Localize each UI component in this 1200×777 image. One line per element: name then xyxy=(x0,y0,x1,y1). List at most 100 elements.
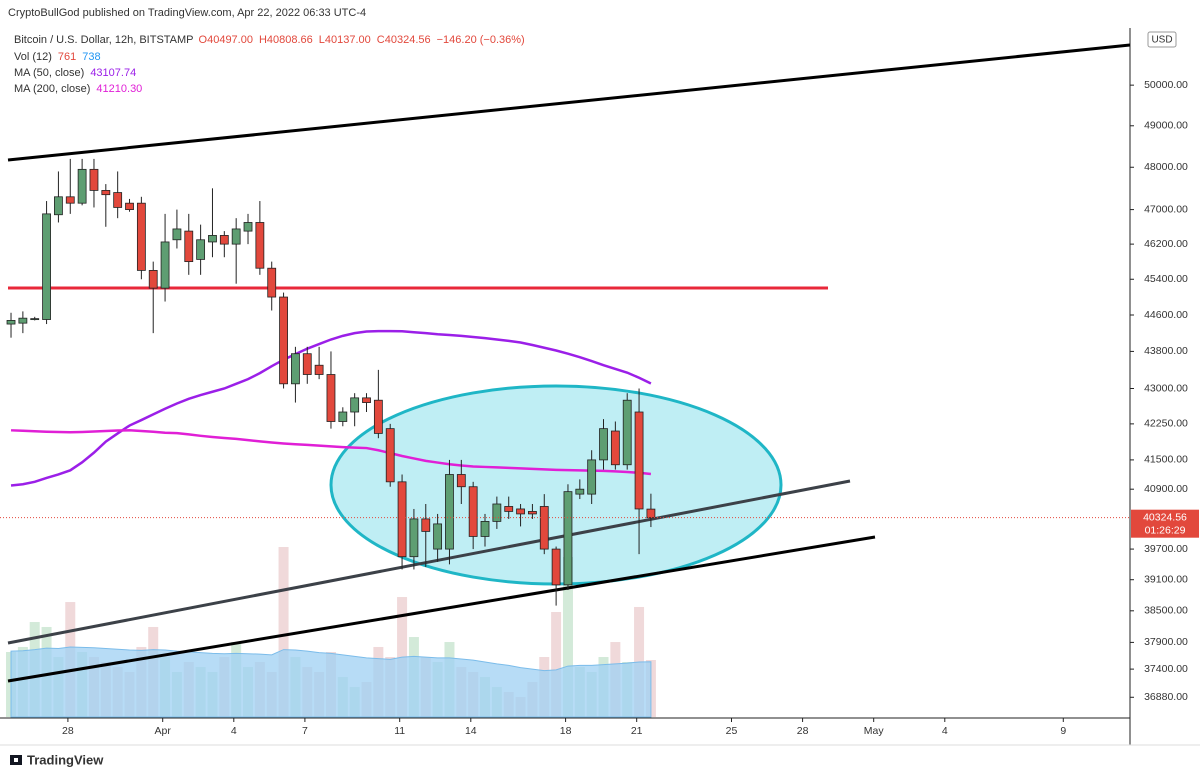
y-tick-label: 45400.00 xyxy=(1144,273,1188,285)
candle-body xyxy=(480,521,490,537)
y-tick-label: 49000.00 xyxy=(1144,120,1188,132)
candle-body xyxy=(42,213,51,320)
candle-body xyxy=(136,202,146,271)
candle-body xyxy=(160,241,170,289)
indicator-value: 761 xyxy=(58,51,76,63)
ma-line xyxy=(10,429,652,476)
candle-body xyxy=(279,296,288,385)
candle-body xyxy=(373,399,383,434)
candle-body xyxy=(30,318,40,321)
candle-body xyxy=(350,397,360,413)
candle-body xyxy=(421,518,431,532)
candle-body xyxy=(385,428,395,483)
candle-body xyxy=(219,235,229,245)
candle-body xyxy=(397,481,407,558)
y-tick-label: 48000.00 xyxy=(1144,161,1188,173)
candle-body xyxy=(563,491,573,586)
candle-body xyxy=(456,474,466,488)
x-tick-label: 25 xyxy=(726,725,738,737)
trend-line xyxy=(7,479,851,645)
candle-body xyxy=(622,399,632,466)
volume-bar xyxy=(278,547,289,717)
candle-body xyxy=(504,506,514,512)
candle-body xyxy=(551,548,561,586)
candle-body xyxy=(243,222,253,232)
ohlc-label: O40497.00 xyxy=(199,34,253,46)
candle-body xyxy=(172,228,182,241)
candle-body xyxy=(77,168,87,204)
x-tick-label: 4 xyxy=(231,725,237,737)
candle-body xyxy=(18,317,28,324)
last-price-label: 40324.56 xyxy=(1143,511,1187,523)
currency-badge[interactable] xyxy=(1147,31,1177,48)
y-tick-label: 37400.00 xyxy=(1144,663,1188,675)
y-tick-label: 42250.00 xyxy=(1144,418,1188,430)
trend-line xyxy=(7,43,1130,162)
y-tick-label: 40900.00 xyxy=(1144,483,1188,495)
y-tick-label: 37900.00 xyxy=(1144,636,1188,648)
indicator-value: 738 xyxy=(82,51,100,63)
y-tick-label: 43000.00 xyxy=(1144,382,1188,394)
candle-body xyxy=(539,506,549,550)
ohlc-label: H40808.66 xyxy=(259,34,313,46)
candle-body xyxy=(634,411,644,510)
candle-body xyxy=(528,511,537,515)
ohlc-label: L40137.00 xyxy=(319,34,371,46)
y-tick-label: 44600.00 xyxy=(1144,309,1188,321)
candle-body xyxy=(148,270,158,289)
candle-body xyxy=(362,397,371,403)
logo xyxy=(10,755,22,765)
y-tick-label: 41500.00 xyxy=(1144,454,1188,466)
candle-body xyxy=(208,235,217,243)
drawings xyxy=(7,43,1130,683)
candle-body xyxy=(89,168,99,191)
indicator-name: MA (50, close) xyxy=(14,67,84,79)
ohlc-label: −146.20 (−0.36%) xyxy=(437,34,525,46)
indicator-name: Vol (12) xyxy=(14,51,52,63)
candle-body xyxy=(433,523,443,550)
y-tick-label: 36880.00 xyxy=(1144,691,1188,703)
candle-body xyxy=(326,374,336,422)
candle-body xyxy=(291,353,300,385)
volume-bar xyxy=(562,557,573,717)
candle-body xyxy=(338,411,348,422)
indicator-value: 43107.74 xyxy=(90,67,136,79)
symbol-title: Bitcoin / U.S. Dollar, 12h, BITSTAMP xyxy=(14,34,194,46)
countdown-label: 01:26:29 xyxy=(1145,524,1186,536)
x-tick-label: May xyxy=(864,725,885,737)
volume-ma-area xyxy=(10,646,652,718)
ma-line xyxy=(10,329,652,487)
footer-brand: TradingView xyxy=(27,752,104,767)
candle-body xyxy=(409,518,419,558)
candle-body xyxy=(445,474,454,550)
candle-body xyxy=(184,230,194,263)
candle-body xyxy=(65,196,75,204)
axes: 36880.00 37400.00 37900.00 38500.00 39100.00… xyxy=(62,79,1199,737)
candle-body xyxy=(587,459,597,495)
volume-pane xyxy=(6,547,656,718)
y-tick-label: 43800.00 xyxy=(1144,345,1188,357)
y-tick-label: 39100.00 xyxy=(1144,573,1188,585)
candle-body xyxy=(610,430,620,466)
candle-body xyxy=(646,508,656,519)
x-tick-label: Apr xyxy=(155,725,172,737)
candle-body xyxy=(516,508,525,515)
candle-body xyxy=(599,428,608,461)
candle-body xyxy=(231,228,241,245)
x-tick-label: 11 xyxy=(394,725,405,737)
price-pane xyxy=(0,158,1130,606)
candle-body xyxy=(101,190,111,196)
candle-body xyxy=(314,364,324,375)
x-tick-label: 18 xyxy=(560,725,572,737)
trend-line xyxy=(7,535,876,683)
candle-body xyxy=(255,222,265,269)
candle-body xyxy=(492,503,502,522)
x-tick-label: 9 xyxy=(1060,725,1066,737)
x-tick-label: 14 xyxy=(465,725,477,737)
candle-body xyxy=(113,192,123,208)
last-price-badge xyxy=(1131,509,1199,538)
candle-body xyxy=(54,196,63,216)
x-tick-label: 28 xyxy=(797,725,809,737)
y-tick-label: 47000.00 xyxy=(1144,203,1188,215)
